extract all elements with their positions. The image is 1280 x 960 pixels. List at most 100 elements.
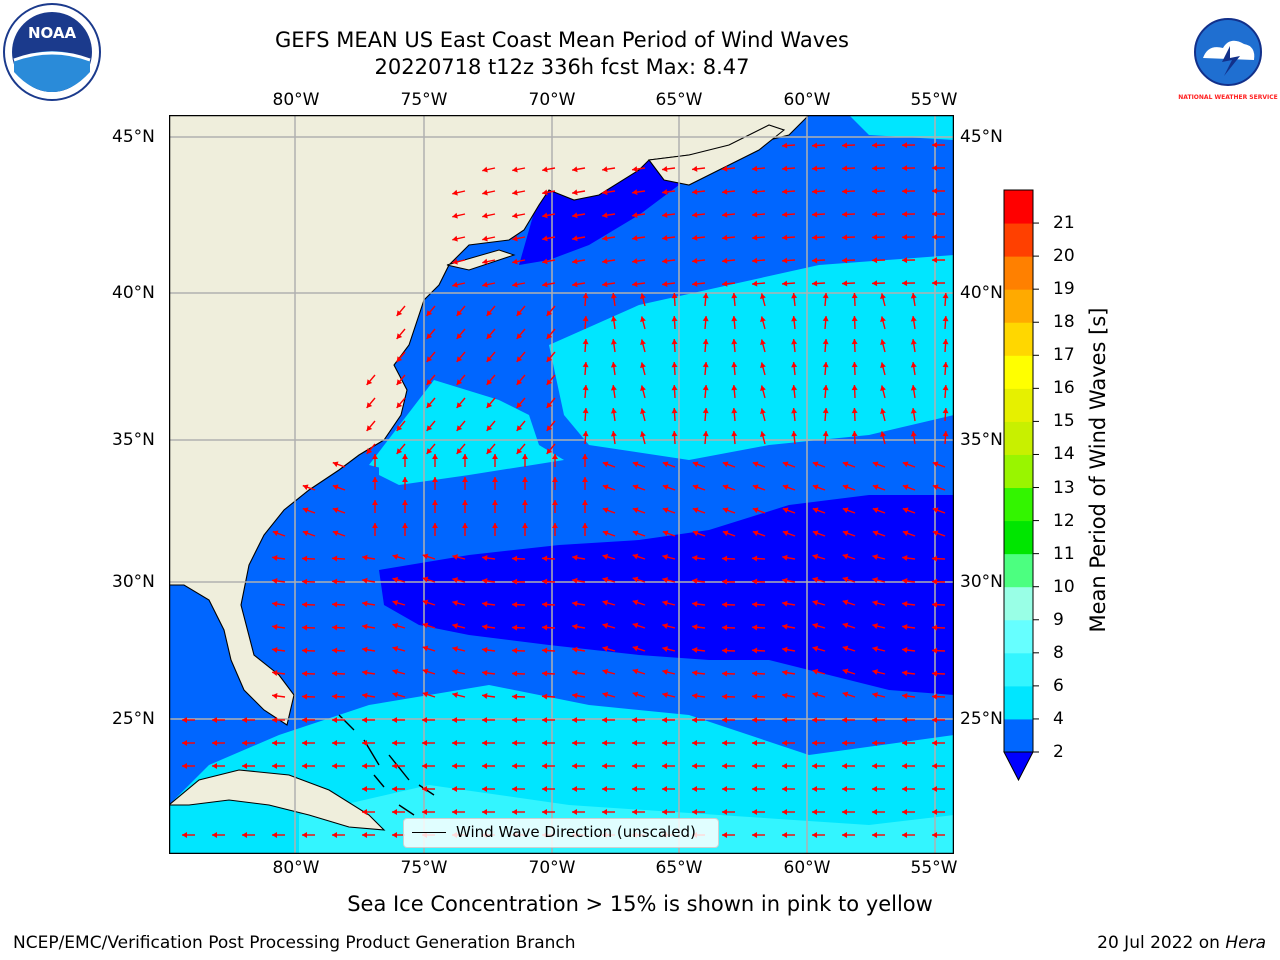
land-us-east-coast [169, 115, 810, 726]
wave-direction-arrow [811, 234, 826, 241]
wave-direction-arrow [452, 235, 466, 242]
wave-direction-arrow [511, 647, 526, 654]
wave-direction-arrow [692, 211, 706, 218]
wave-direction-arrow [942, 407, 949, 422]
wave-direction-arrow [812, 461, 826, 468]
wave-direction-arrow [872, 717, 885, 723]
wave-direction-arrow [610, 385, 617, 399]
wave-direction-arrow [582, 430, 589, 445]
wave-direction-arrow [842, 645, 856, 652]
wave-direction-arrow [332, 507, 346, 514]
wave-direction-arrow [486, 328, 496, 340]
wave-direction-arrow [572, 235, 586, 242]
wave-direction-arrow [702, 384, 709, 399]
wave-direction-arrow [426, 305, 436, 317]
wave-direction-arrow [692, 786, 705, 792]
wave-direction-arrow [516, 443, 526, 455]
wave-direction-arrow [452, 577, 466, 583]
land-cuba [169, 769, 386, 831]
wave-direction-arrow [572, 554, 586, 561]
wave-direction-arrow [902, 507, 916, 514]
wave-direction-arrow [426, 328, 436, 340]
wave-direction-arrow [482, 212, 496, 219]
lon-label-top-2: 75°W [400, 90, 448, 110]
wave-direction-arrow [910, 431, 917, 445]
wave-direction-arrow [572, 809, 585, 815]
wave-direction-arrow [702, 407, 709, 422]
wave-direction-arrow [301, 647, 316, 654]
wave-direction-arrow [791, 361, 798, 376]
wave-direction-arrow [931, 670, 946, 677]
wave-direction-arrow [751, 693, 766, 700]
wave-direction-arrow [842, 576, 856, 583]
wave-direction-arrow [721, 624, 736, 631]
wave-direction-arrow [331, 624, 346, 631]
wave-direction-arrow [880, 408, 886, 422]
wave-direction-arrow [426, 443, 436, 455]
wave-direction-arrow [902, 809, 915, 815]
wave-direction-arrow [812, 507, 826, 514]
wave-direction-arrow [482, 809, 495, 815]
wave-direction-arrow [582, 384, 589, 399]
wave-direction-arrow [731, 315, 738, 330]
lat-label-right-4: 30°N [960, 572, 1003, 592]
wave-direction-arrow [662, 554, 676, 560]
lon-label-bottom-2: 75°W [400, 858, 448, 878]
wave-direction-arrow [731, 407, 738, 422]
wave-direction-arrow [791, 315, 798, 330]
wave-direction-arrow [662, 530, 676, 537]
wave-direction-arrow [542, 166, 556, 173]
wave-direction-arrow [751, 647, 766, 654]
wave-direction-arrow [901, 142, 916, 149]
wave-direction-arrow [602, 645, 616, 652]
wave-direction-arrow [602, 166, 616, 173]
wave-direction-arrow [781, 142, 796, 149]
wave-direction-arrow [512, 212, 526, 219]
wave-direction-arrow [782, 669, 796, 676]
colorbar-tick-label: 9 [1053, 609, 1064, 630]
wave-direction-arrow [811, 280, 826, 287]
wave-direction-arrow [572, 189, 586, 196]
wave-direction-arrow [632, 599, 646, 606]
wave-direction-arrow [482, 258, 496, 265]
wave-direction-arrow [512, 809, 525, 815]
wave-direction-arrow [546, 420, 556, 432]
colorbar-extend-arrow [1003, 751, 1034, 782]
wave-direction-arrow [692, 461, 706, 468]
wave-direction-arrow [602, 809, 615, 815]
wave-direction-arrow [752, 717, 765, 723]
wave-direction-arrow [372, 500, 378, 513]
land-long-island [446, 249, 516, 271]
wave-direction-arrow [332, 484, 346, 491]
wave-zone-north [549, 255, 954, 460]
wave-direction-arrow [302, 507, 316, 514]
wave-direction-arrow [402, 477, 408, 490]
wave-direction-arrow [902, 717, 915, 723]
wave-direction-arrow [811, 257, 826, 264]
wave-direction-arrow [782, 717, 795, 723]
wave-direction-arrow [782, 600, 796, 607]
wave-direction-arrow [511, 693, 526, 700]
wave-direction-arrow [842, 507, 856, 514]
wave-direction-arrow [751, 188, 766, 195]
wave-direction-arrow [511, 670, 526, 677]
noaa-logo: NOAA [3, 3, 101, 101]
wave-direction-arrow [640, 316, 646, 330]
wave-direction-arrow [422, 553, 436, 560]
wave-direction-arrow [841, 257, 856, 264]
wave-direction-arrow [902, 578, 916, 585]
wave-direction-arrow [662, 258, 676, 264]
wave-direction-arrow [422, 599, 436, 606]
wave-direction-arrow [932, 763, 945, 769]
wave-direction-arrow [812, 786, 825, 792]
wave-direction-arrow [482, 166, 496, 173]
wave-direction-arrow [880, 293, 886, 307]
wave-direction-arrow [841, 211, 856, 218]
wave-direction-arrow [722, 507, 736, 514]
wave-direction-arrow [456, 351, 466, 363]
wave-direction-arrow [782, 646, 796, 653]
wave-direction-arrow [640, 431, 646, 445]
wave-direction-arrow [782, 763, 795, 769]
wave-direction-arrow [482, 670, 496, 676]
wave-direction-arrow [901, 257, 916, 264]
